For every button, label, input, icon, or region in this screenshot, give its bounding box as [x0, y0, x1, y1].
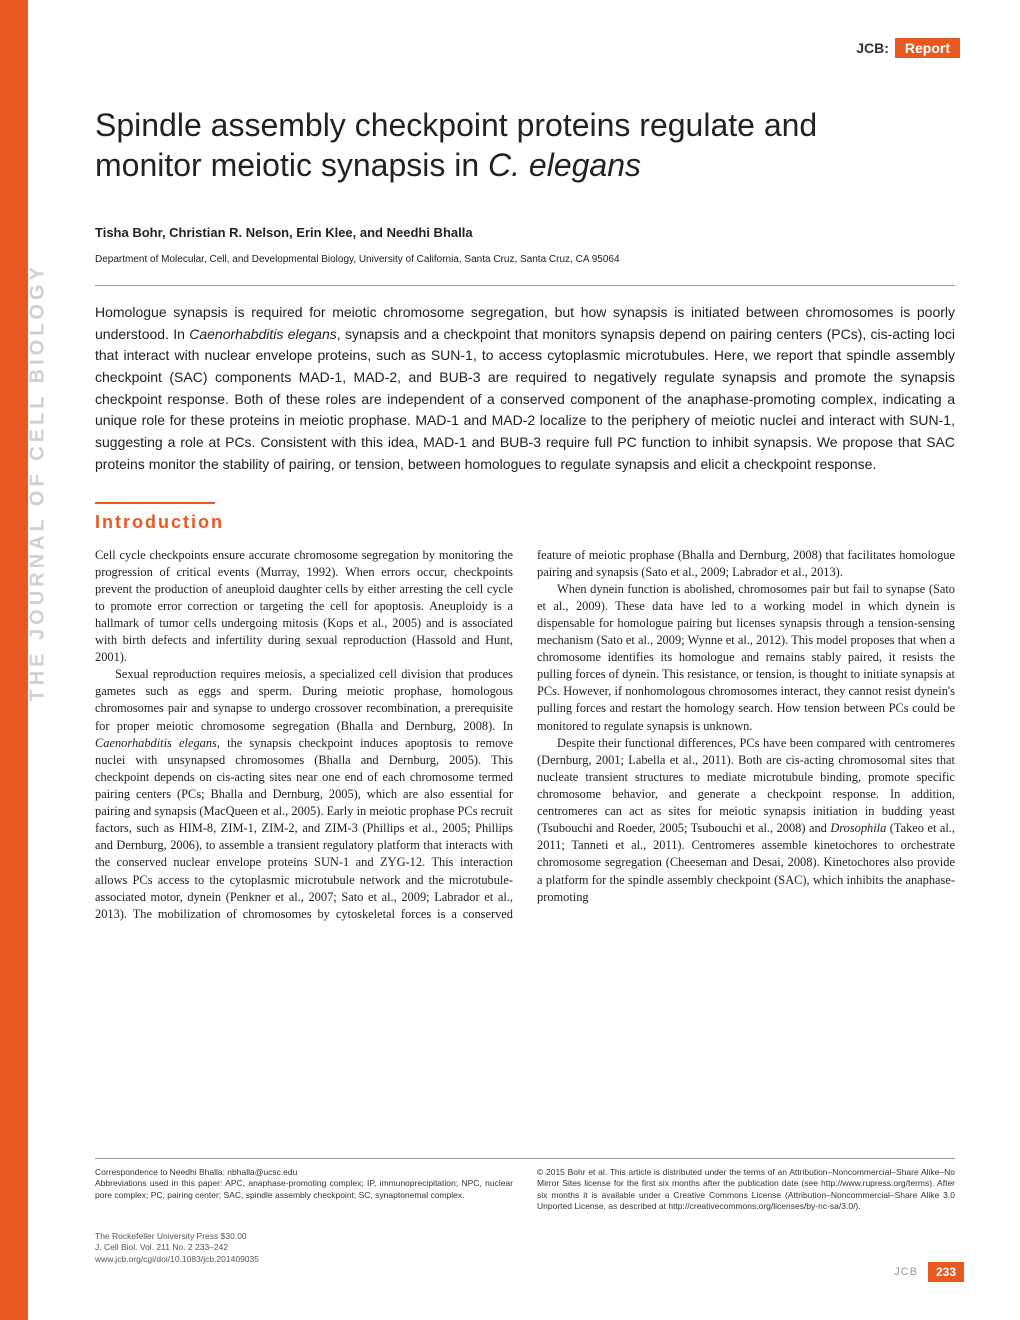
publisher: The Rockefeller University Press $30.00: [95, 1231, 955, 1242]
divider-top: [95, 285, 955, 286]
section-rule: [95, 502, 215, 504]
body-text: Cell cycle checkpoints ensure accurate c…: [95, 547, 955, 923]
footer-divider: [95, 1158, 955, 1159]
body-species-2: Drosophila: [830, 821, 886, 835]
abstract: Homologue synapsis is required for meiot…: [95, 302, 955, 476]
body-p2a: Sexual reproduction requires meiosis, a …: [95, 667, 513, 732]
copyright: © 2015 Bohr et al. This article is distr…: [537, 1167, 955, 1213]
affiliation: Department of Molecular, Cell, and Devel…: [95, 254, 955, 265]
abstract-text-2: , synapsis and a checkpoint that monitor…: [95, 326, 955, 472]
body-para-1: Cell cycle checkpoints ensure accurate c…: [95, 547, 513, 667]
title-line1: Spindle assembly checkpoint proteins reg…: [95, 107, 817, 143]
abbreviations: Abbreviations used in this paper: APC, a…: [95, 1178, 513, 1201]
left-accent-bar: [0, 0, 28, 1320]
footer-left: Correspondence to Needhi Bhalla: nbhalla…: [95, 1167, 513, 1213]
introduction-heading: Introduction: [95, 512, 955, 533]
footer-columns: Correspondence to Needhi Bhalla: nbhalla…: [95, 1167, 955, 1213]
title-line2: monitor meiotic synapsis in: [95, 147, 488, 183]
header-report-label: Report: [895, 38, 960, 58]
authors: Tisha Bohr, Christian R. Nelson, Erin Kl…: [95, 225, 955, 240]
citation: J. Cell Biol. Vol. 211 No. 2 233–242: [95, 1242, 955, 1253]
page-number: 233: [928, 1262, 964, 1282]
title-species: C. elegans: [488, 147, 641, 183]
page-footer-jcb: JCB: [894, 1266, 918, 1278]
correspondence: Correspondence to Needhi Bhalla: nbhalla…: [95, 1167, 513, 1178]
main-content: Spindle assembly checkpoint proteins reg…: [95, 105, 955, 923]
abstract-species: Caenorhabditis elegans: [189, 326, 337, 342]
header-badge: JCB: Report: [856, 38, 960, 58]
body-para-3: When dynein function is abolished, chrom…: [537, 581, 955, 735]
doi: www.jcb.org/cgi/doi/10.1083/jcb.20140903…: [95, 1254, 955, 1265]
footer-publisher-block: The Rockefeller University Press $30.00 …: [95, 1231, 955, 1265]
footer: Correspondence to Needhi Bhalla: nbhalla…: [95, 1158, 955, 1265]
body-species-1: Caenorhabditis elegans: [95, 736, 217, 750]
page-number-badge: JCB 233: [894, 1262, 964, 1282]
header-jcb-text: JCB:: [856, 40, 889, 56]
article-title: Spindle assembly checkpoint proteins reg…: [95, 105, 955, 185]
body-para-4: Despite their functional differences, PC…: [537, 735, 955, 906]
footer-right: © 2015 Bohr et al. This article is distr…: [537, 1167, 955, 1213]
journal-vertical-label: THE JOURNAL OF CELL BIOLOGY: [27, 263, 50, 701]
